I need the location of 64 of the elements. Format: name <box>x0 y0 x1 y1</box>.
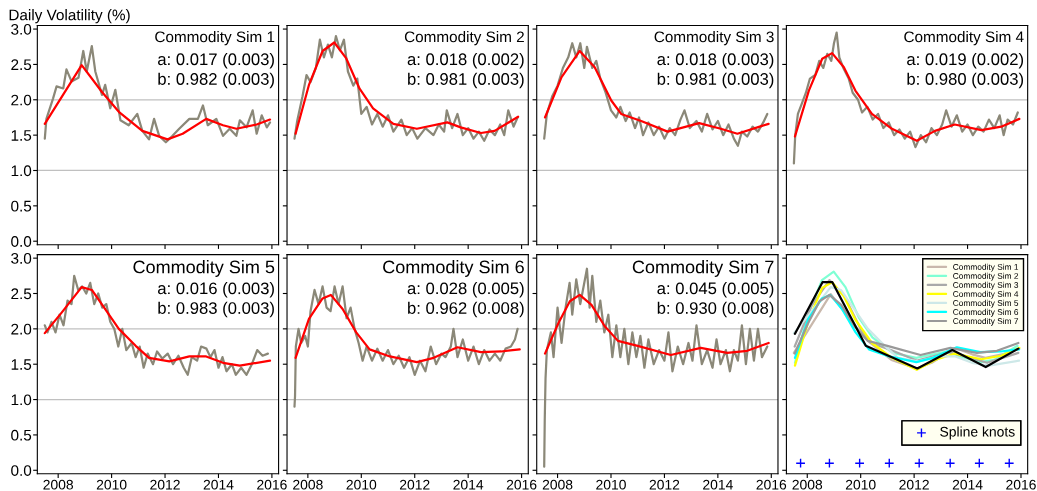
x-tick-label: 2016 <box>257 479 287 490</box>
x-tick-label: 2016 <box>1006 479 1036 490</box>
legend-label: Spline knots <box>940 426 1015 440</box>
x-tick-label: 2012 <box>899 479 929 490</box>
y-tick-label: 0.5 <box>11 200 32 212</box>
x-tick-label: 2014 <box>453 479 484 490</box>
annotation: a: 0.018 (0.003) <box>657 52 774 69</box>
x-tick-label: 2008 <box>43 479 74 490</box>
x-tick-label: 2010 <box>596 479 626 490</box>
annotation: a: 0.045 (0.005) <box>657 282 774 298</box>
y-tick-label: 1.0 <box>11 165 32 177</box>
x-tick-label: 2008 <box>792 479 823 490</box>
x-tick-label: 2010 <box>346 479 377 490</box>
annotation: b: 0.981 (0.003) <box>408 72 524 89</box>
x-tick-label: 2010 <box>96 479 127 490</box>
annotation: b: 0.983 (0.003) <box>158 301 274 318</box>
legend-label: Commodity Sim 1 <box>953 263 1019 272</box>
annotation: a: 0.016 (0.003) <box>158 282 274 298</box>
annotation: a: 0.028 (0.005) <box>407 282 524 298</box>
annotation: a: 0.018 (0.002) <box>407 52 524 69</box>
legend-label: Commodity Sim 6 <box>953 308 1019 317</box>
legend-label: Commodity Sim 2 <box>953 272 1019 281</box>
chart-title: Commodity Sim 1 <box>155 31 275 46</box>
y-tick-label: 1.5 <box>11 130 32 141</box>
x-tick-label: 2012 <box>399 479 430 490</box>
x-tick-label: 2012 <box>150 479 180 490</box>
y-tick-label: 2.0 <box>11 323 32 335</box>
chart-title: Commodity Sim 6 <box>383 260 524 277</box>
x-tick-label: 2014 <box>703 479 733 490</box>
y-tick-label: 2.5 <box>11 59 32 71</box>
annotation: b: 0.962 (0.008) <box>408 301 524 318</box>
legend-label: Commodity Sim 5 <box>953 299 1019 308</box>
annotation: a: 0.017 (0.003) <box>158 52 274 69</box>
y-tick-label: 3.0 <box>11 253 32 264</box>
chart-title: Commodity Sim 4 <box>904 31 1024 46</box>
x-tick-label: 2008 <box>293 479 323 490</box>
chart-title: Commodity Sim 3 <box>654 31 774 46</box>
annotation: b: 0.981 (0.003) <box>657 72 774 89</box>
chart-title: Commodity Sim 7 <box>632 260 774 277</box>
y-axis-title: Daily Volatility (%) <box>9 9 130 24</box>
annotation: a: 0.019 (0.002) <box>907 52 1024 69</box>
annotation: b: 0.930 (0.008) <box>657 301 774 318</box>
y-tick-label: 2.5 <box>11 288 32 300</box>
legend-label: Commodity Sim 4 <box>953 290 1019 299</box>
annotation: b: 0.982 (0.003) <box>158 72 274 89</box>
x-tick-label: 2008 <box>542 479 573 490</box>
y-tick-label: 1.5 <box>11 359 32 370</box>
y-tick-label: 2.0 <box>11 94 32 106</box>
y-tick-label: 1.0 <box>11 394 32 406</box>
x-tick-label: 2012 <box>649 479 680 490</box>
legend-label: Commodity Sim 3 <box>953 281 1019 290</box>
annotation: b: 0.980 (0.003) <box>907 72 1024 89</box>
x-tick-label: 2010 <box>845 479 876 490</box>
x-tick-label: 2014 <box>952 479 983 490</box>
legend-label: Commodity Sim 7 <box>953 317 1019 326</box>
y-tick-label: 3.0 <box>11 23 32 35</box>
x-tick-label: 2016 <box>506 479 537 490</box>
chart-title: Commodity Sim 5 <box>133 260 275 277</box>
chart-title: Commodity Sim 2 <box>404 31 524 46</box>
y-tick-label: 0.0 <box>11 236 32 247</box>
x-tick-label: 2016 <box>756 479 787 490</box>
y-tick-label: 0.5 <box>11 429 32 441</box>
x-tick-label: 2014 <box>203 479 234 490</box>
y-tick-label: 0.0 <box>11 465 32 476</box>
